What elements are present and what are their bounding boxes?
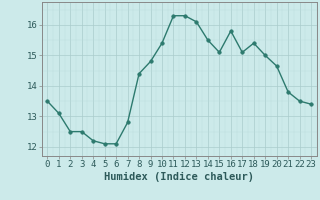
X-axis label: Humidex (Indice chaleur): Humidex (Indice chaleur): [104, 172, 254, 182]
